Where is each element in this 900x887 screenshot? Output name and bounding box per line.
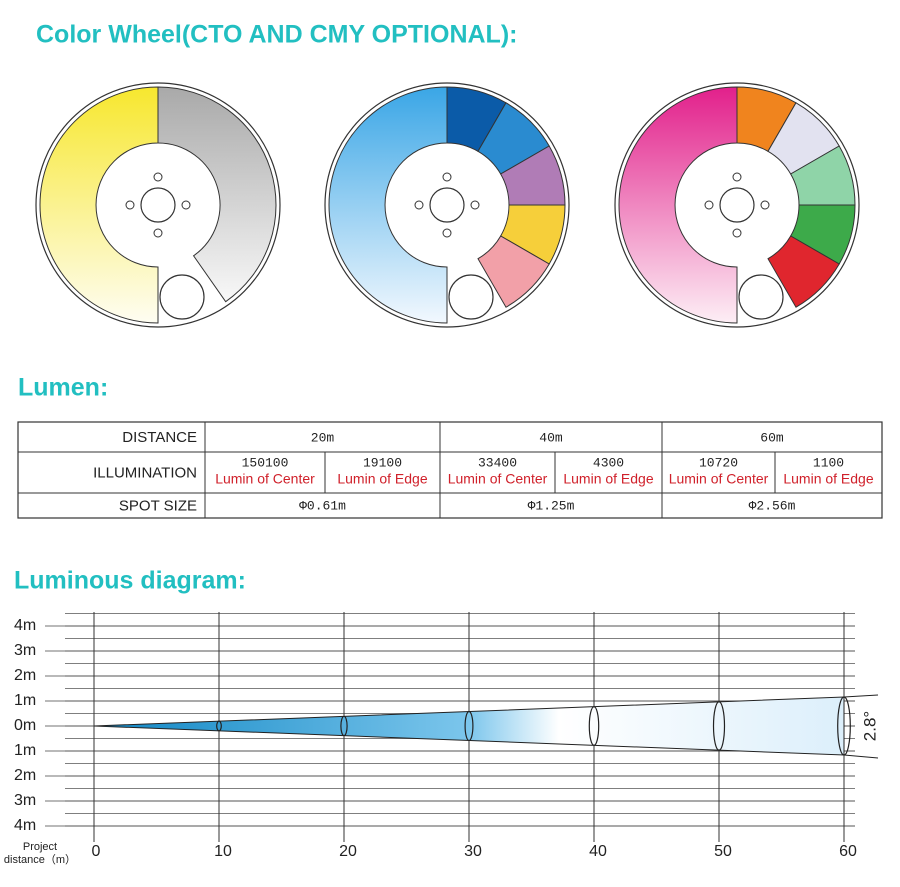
beam-section <box>464 710 474 742</box>
spot-size-cell: Φ0.61m <box>299 498 346 513</box>
row-label: SPOT SIZE <box>119 497 197 514</box>
x-label: 10 <box>214 843 232 860</box>
illumination-caption: Lumin of Center <box>669 471 769 487</box>
luminous-diagram: 4m 3m 2m 1m 0m 1m 2m 3m 4m 0 10 20 30 40 50 60 Projectdi… <box>4 612 879 866</box>
y-label: 1m <box>14 742 36 759</box>
color-wheels <box>35 82 860 328</box>
illumination-caption: Lumin of Center <box>215 471 315 487</box>
x-axis-label: distance（m） <box>4 853 76 866</box>
beam-edge <box>843 754 879 759</box>
wheel-hole <box>414 200 424 210</box>
table-border <box>17 421 883 519</box>
wheel-hub <box>429 187 465 223</box>
wheel-hole <box>181 200 191 210</box>
illumination-value: 19100 <box>363 455 402 470</box>
wheel-hole <box>470 200 480 210</box>
illumination-caption: Lumin of Edge <box>337 471 427 487</box>
distance-cell: 20m <box>311 430 335 445</box>
wheel-hub <box>719 187 755 223</box>
wheel-hub <box>140 187 176 223</box>
x-axis-label: Project <box>23 841 57 853</box>
x-label: 30 <box>464 843 482 860</box>
wheel-hole <box>153 228 163 238</box>
x-label: 50 <box>714 843 732 860</box>
distance-cell: 40m <box>539 430 563 445</box>
y-label: 2m <box>14 767 36 784</box>
section-title: Lumen: <box>18 374 108 402</box>
illumination-value: 150100 <box>242 455 289 470</box>
open-slot <box>159 274 205 320</box>
wheel-hole <box>704 200 714 210</box>
beam-section <box>837 696 851 756</box>
wheel-segment <box>157 86 277 303</box>
x-label: 40 <box>589 843 607 860</box>
lumen-table: DISTANCE ILLUMINATION SPOT SIZE 20m Φ0.61m 40… <box>17 421 883 519</box>
wheel-segment <box>477 235 550 308</box>
x-label: 0 <box>92 843 101 860</box>
wheel-segment <box>767 235 840 308</box>
distance-cell: 60m <box>760 430 784 445</box>
y-label: 1m <box>14 692 36 709</box>
y-label: 4m <box>14 817 36 834</box>
wheel-hole <box>732 228 742 238</box>
section-title: Luminous diagram: <box>14 567 246 595</box>
illumination-caption: Lumin of Center <box>448 471 548 487</box>
row-label: ILLUMINATION <box>93 464 197 481</box>
beam-section <box>216 720 222 732</box>
y-label: 3m <box>14 792 36 809</box>
spot-size-cell: Φ1.25m <box>528 498 575 513</box>
wheel-hole <box>732 172 742 182</box>
wheel-hole <box>125 200 135 210</box>
wheel-segment <box>328 86 448 324</box>
illumination-value: 4300 <box>593 455 624 470</box>
beam-edge <box>843 694 879 698</box>
y-label: 4m <box>14 617 36 634</box>
wheel-segment <box>39 86 159 324</box>
wheel-hole <box>442 228 452 238</box>
wheel-hole <box>153 172 163 182</box>
row-label: DISTANCE <box>122 429 197 446</box>
section-title: Color Wheel(CTO AND CMY OPTIONAL): <box>36 21 517 49</box>
beam-section <box>588 706 600 746</box>
illumination-value: 1100 <box>813 455 844 470</box>
wheel-hole <box>760 200 770 210</box>
y-label: 3m <box>14 642 36 659</box>
x-label: 60 <box>839 843 857 860</box>
y-label: 0m <box>14 717 36 734</box>
beam-angle: 2.8° <box>860 711 879 741</box>
spot-size-cell: Φ2.56m <box>749 498 796 513</box>
x-label: 20 <box>339 843 357 860</box>
open-slot <box>448 274 494 320</box>
illumination-caption: Lumin of Edge <box>783 471 873 487</box>
illumination-value: 33400 <box>478 455 517 470</box>
beam-section <box>340 715 348 737</box>
open-slot <box>738 274 784 320</box>
beam-section <box>712 701 726 751</box>
wheel-segment <box>618 86 738 324</box>
illumination-value: 10720 <box>699 455 738 470</box>
y-label: 2m <box>14 667 36 684</box>
wheel-hole <box>442 172 452 182</box>
illumination-caption: Lumin of Edge <box>563 471 653 487</box>
